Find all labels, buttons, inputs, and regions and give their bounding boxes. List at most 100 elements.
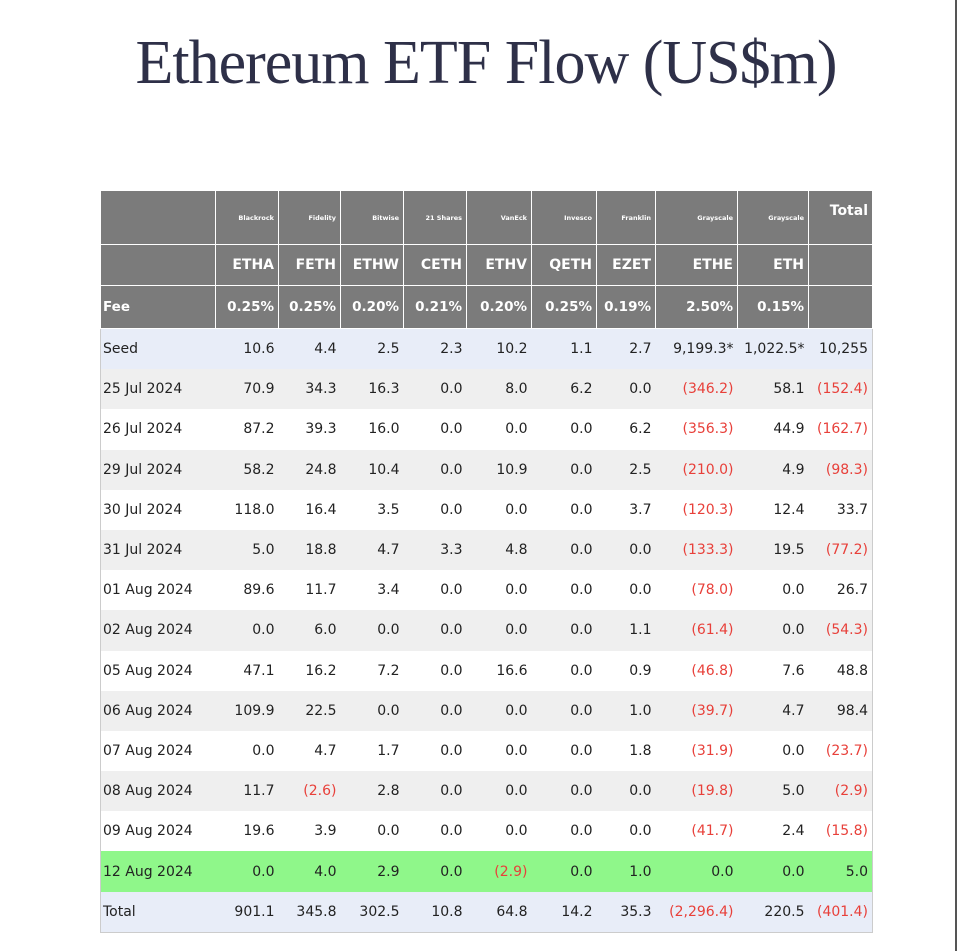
cell-value: 24.8 <box>305 461 337 478</box>
cell-value: 16.3 <box>368 381 400 398</box>
row-label: 12 Aug 2024 <box>103 863 193 880</box>
cell-value: 0.0 <box>505 501 528 518</box>
cell-value: 3.4 <box>377 582 400 599</box>
cell-value: 1.7 <box>377 742 400 759</box>
data-row: 06 Aug 2024 109.9 22.5 0.0 0.0 0.0 0.0 1.0 (39.7… <box>100 690 873 731</box>
cell-value: 8.0 <box>505 381 528 398</box>
cell-value: 10.4 <box>368 461 400 478</box>
cell-value: 4.4 <box>314 341 337 358</box>
cell-value: 0.0 <box>570 421 593 438</box>
cell-value: (120.3) <box>682 501 734 518</box>
row-label: 05 Aug 2024 <box>103 662 193 679</box>
cell-value: 1.8 <box>629 742 652 759</box>
ticker: EZET <box>596 244 656 286</box>
cell-value: 0.0 <box>440 381 463 398</box>
cell-value: 16.4 <box>305 501 337 518</box>
cell-value: 2.8 <box>377 783 400 800</box>
ticker: FETH <box>278 244 341 286</box>
cell-value: (2.9) <box>494 863 528 880</box>
cell-value: 10,255 <box>819 341 868 358</box>
table-header: Blackrock Fidelity Bitwise 21 Shares VanEck I… <box>100 190 873 329</box>
cell-value: 58.2 <box>243 461 275 478</box>
data-row: 12 Aug 2024 0.0 4.0 2.9 0.0 (2.9) 0.0 1.0 0.0 0.0… <box>100 851 873 892</box>
cell-value: 0.0 <box>505 783 528 800</box>
cell-value: 0.0 <box>629 823 652 840</box>
cell-value: 0.0 <box>782 622 805 639</box>
fee: 0.25% <box>215 285 279 329</box>
row-label: 08 Aug 2024 <box>103 783 193 800</box>
fee: 0.21% <box>403 285 467 329</box>
cell-value: 0.0 <box>570 662 593 679</box>
cell-value: 89.6 <box>243 582 275 599</box>
row-label: 02 Aug 2024 <box>103 622 193 639</box>
cell-value: 39.3 <box>305 421 337 438</box>
fee: 2.50% <box>655 285 738 329</box>
cell-value: (39.7) <box>691 702 734 719</box>
cell-value: 10.6 <box>243 341 275 358</box>
total-header: Total <box>808 190 873 245</box>
cell-value: (2.9) <box>834 783 868 800</box>
table-body: Seed 10.6 4.4 2.5 2.3 10.2 1.1 2.7 9,199.3* 1,022… <box>100 328 873 933</box>
row-label: 25 Jul 2024 <box>103 381 183 398</box>
issuer-row: Blackrock Fidelity Bitwise 21 Shares VanEck I… <box>100 190 873 245</box>
cell-value: 0.0 <box>629 542 652 559</box>
cell-value: 0.0 <box>440 582 463 599</box>
cell-value: (2.6) <box>303 783 337 800</box>
cell-value: 3.3 <box>440 542 463 559</box>
cell-value: 44.9 <box>773 421 805 438</box>
cell-value: 2.9 <box>377 863 400 880</box>
cell-value: 0.0 <box>570 783 593 800</box>
issuer-name: Blackrock <box>215 190 279 245</box>
cell-value: 1,022.5* <box>744 341 805 358</box>
cell-value: 0.0 <box>570 461 593 478</box>
cell-value: 0.0 <box>570 582 593 599</box>
cell-value: 1.1 <box>629 622 652 639</box>
cell-value: 64.8 <box>496 903 528 920</box>
ticker: ETH <box>737 244 809 286</box>
cell-value: 0.0 <box>440 421 463 438</box>
data-row: 01 Aug 2024 89.6 11.7 3.4 0.0 0.0 0.0 0.0 (78.0)… <box>100 570 873 611</box>
data-row: 29 Jul 2024 58.2 24.8 10.4 0.0 10.9 0.0 2.5 (210… <box>100 449 873 490</box>
cell-value: 0.0 <box>440 622 463 639</box>
row-label: 26 Jul 2024 <box>103 421 183 438</box>
cell-value: 0.9 <box>629 662 652 679</box>
ticker-row: ETHA FETH ETHW CETH ETHV QETH EZET ETHE ETH <box>100 244 873 286</box>
cell-value: (61.4) <box>691 622 734 639</box>
cell-value: 98.4 <box>836 702 868 719</box>
cell-value: 0.0 <box>252 742 275 759</box>
cell-value: 0.0 <box>252 622 275 639</box>
cell-value: 0.0 <box>440 823 463 840</box>
cell-value: 0.0 <box>505 582 528 599</box>
fee: 0.15% <box>737 285 809 329</box>
data-row: Total 901.1 345.8 302.5 10.8 64.8 14.2 35.3 (2,2… <box>100 891 873 933</box>
cell-value: 0.0 <box>440 461 463 478</box>
data-row: 05 Aug 2024 47.1 16.2 7.2 0.0 16.6 0.0 0.9 (46.8… <box>100 650 873 691</box>
cell-value: 12.4 <box>773 501 805 518</box>
cell-value: 0.0 <box>377 823 400 840</box>
row-label: Total <box>103 903 136 920</box>
cell-value: 0.0 <box>782 742 805 759</box>
cell-value: 9,199.3* <box>673 341 734 358</box>
cell-value: 0.0 <box>505 622 528 639</box>
cell-value: (133.3) <box>682 542 734 559</box>
fee-row: Fee 0.25% 0.25% 0.20% 0.21% 0.20% 0.25% 0.19% 2.… <box>100 285 873 329</box>
cell-value: 0.0 <box>570 501 593 518</box>
edge-line <box>955 0 957 951</box>
cell-value: 2.4 <box>782 823 805 840</box>
issuer-name: VanEck <box>466 190 532 245</box>
cell-value: 345.8 <box>296 903 337 920</box>
cell-value: 5.0 <box>252 542 275 559</box>
data-row: Seed 10.6 4.4 2.5 2.3 10.2 1.1 2.7 9,199.3* 1,022… <box>100 328 873 370</box>
cell-value: 0.0 <box>570 863 593 880</box>
cell-value: 16.2 <box>305 662 337 679</box>
data-row: 30 Jul 2024 118.0 16.4 3.5 0.0 0.0 0.0 3.7 (120.… <box>100 489 873 530</box>
row-label: 29 Jul 2024 <box>103 461 183 478</box>
cell-value: 0.0 <box>711 863 734 880</box>
cell-value: (346.2) <box>682 381 734 398</box>
cell-value: 0.0 <box>440 662 463 679</box>
cell-value: 47.1 <box>243 662 275 679</box>
cell-value: 14.2 <box>561 903 593 920</box>
cell-value: (54.3) <box>825 622 868 639</box>
cell-value: 4.8 <box>505 542 528 559</box>
cell-value: 26.7 <box>836 582 868 599</box>
